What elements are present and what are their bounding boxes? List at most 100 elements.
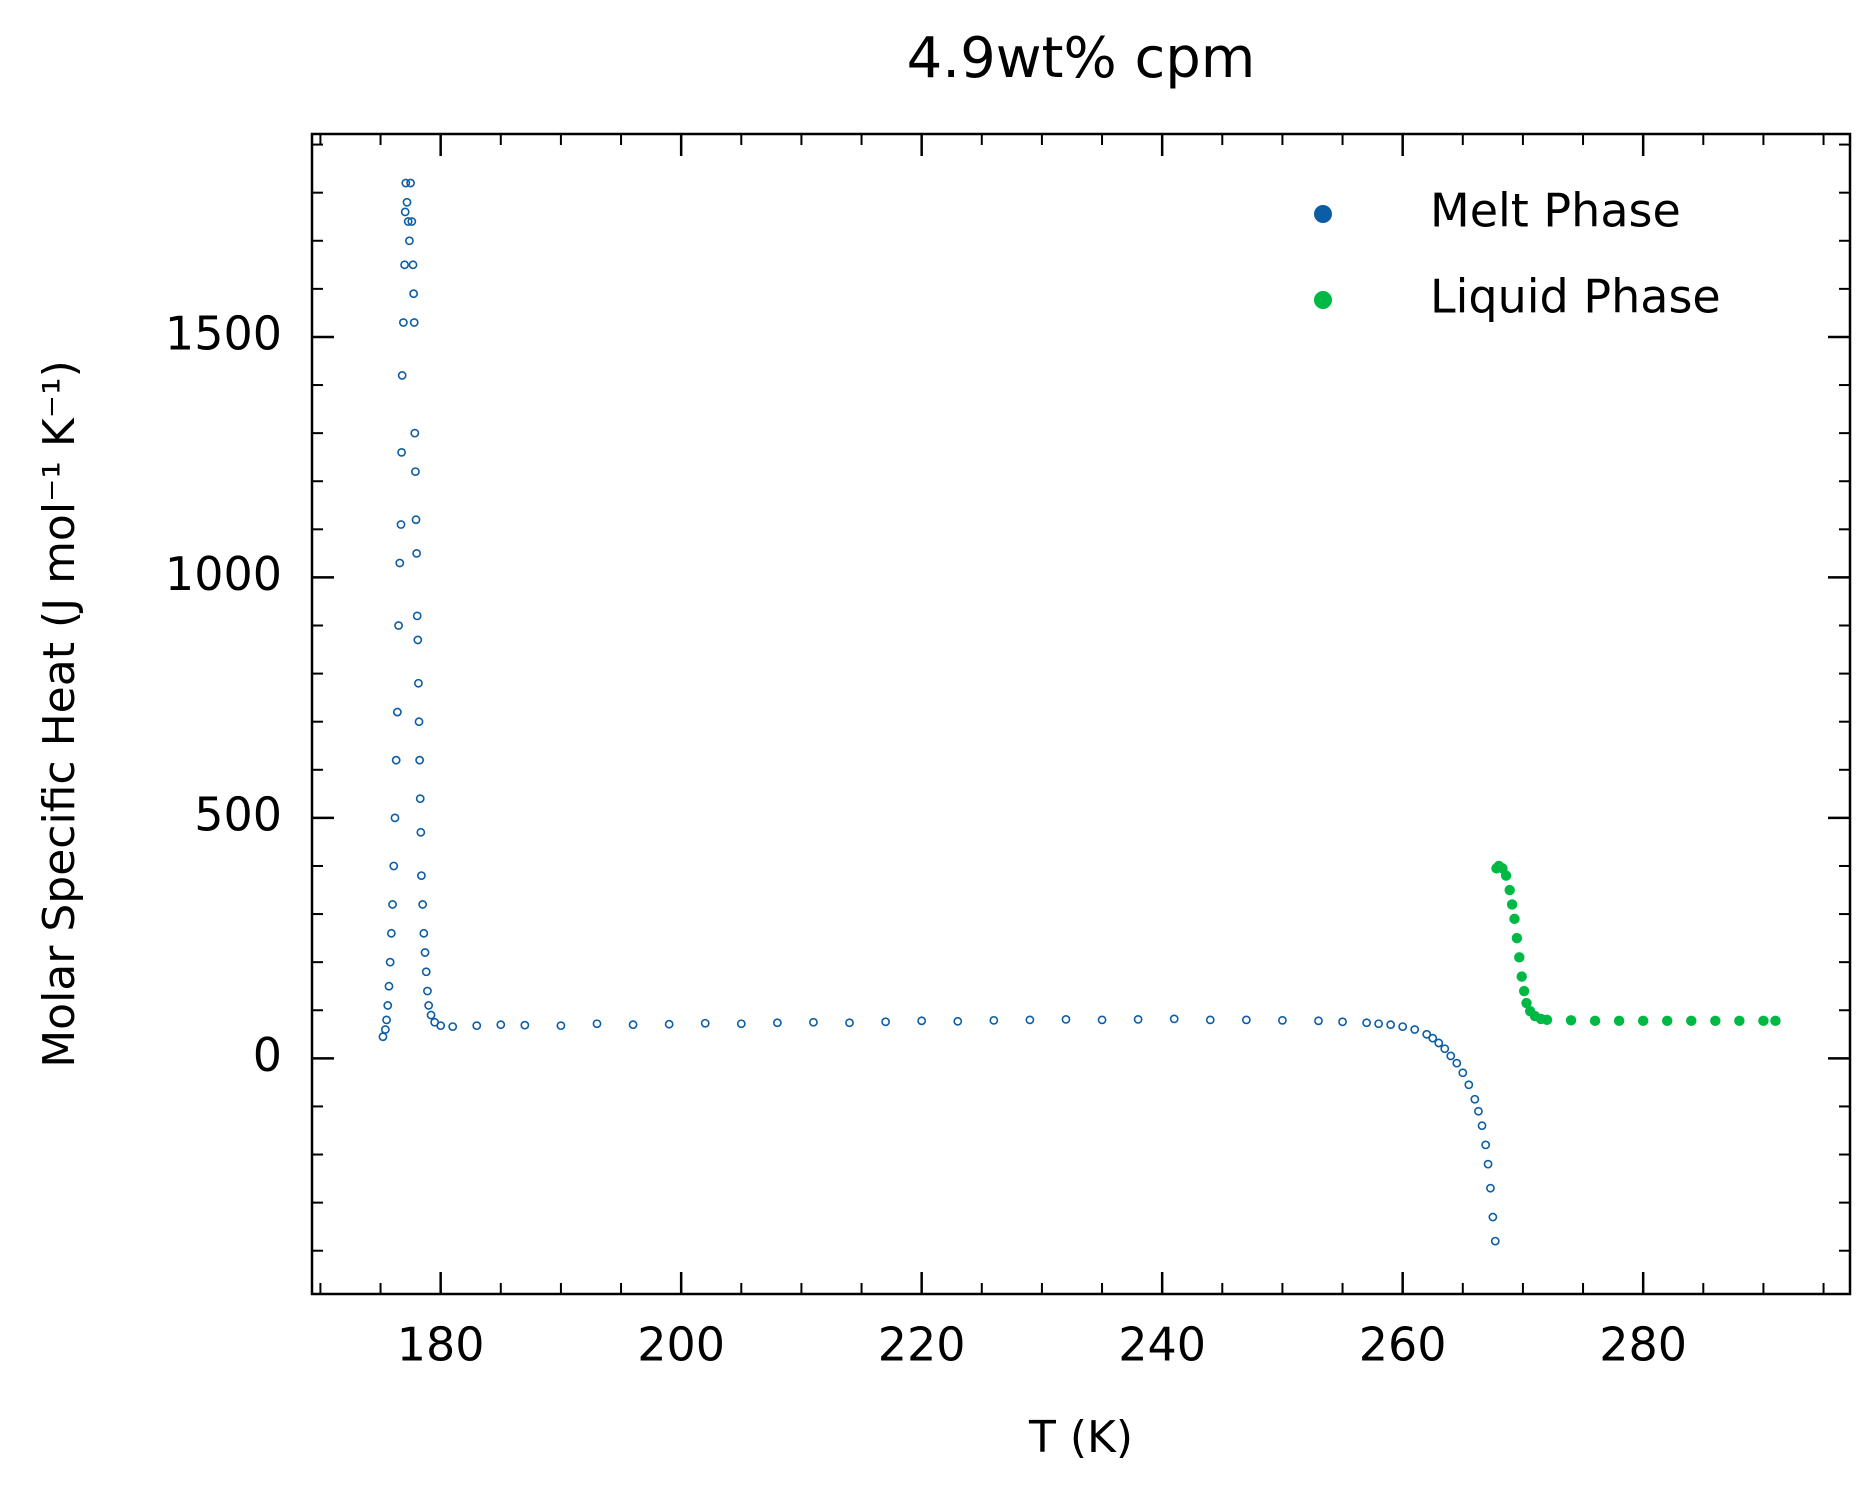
data-point: [1133, 1014, 1143, 1024]
data-point: [1386, 1020, 1396, 1030]
data-point: [397, 447, 406, 457]
data-point: [411, 467, 420, 477]
data-point: [380, 1025, 390, 1034]
data-point: [1518, 985, 1530, 997]
data-point: [394, 621, 403, 630]
data-point: [1509, 913, 1520, 925]
data-point: [400, 260, 409, 270]
data-point: [426, 1010, 436, 1020]
data-point: [419, 928, 429, 938]
data-point: [1440, 1044, 1450, 1054]
data-point: [1061, 1014, 1071, 1024]
data-point: [382, 1015, 391, 1025]
data-point: [390, 813, 400, 823]
data-point: [407, 217, 417, 226]
data-point: [1500, 870, 1512, 881]
data-point: [1374, 1019, 1384, 1029]
data-point: [414, 678, 423, 688]
data-point: [405, 236, 414, 246]
legend-marker: [1314, 291, 1332, 309]
data-point: [384, 981, 394, 991]
data-point: [1241, 1015, 1251, 1025]
data-point: [395, 558, 405, 568]
data-point: [1514, 952, 1525, 963]
data-point: [401, 178, 411, 188]
data-point: [881, 1017, 890, 1027]
y-tick-label: 0: [253, 1028, 282, 1082]
data-point: [1434, 1038, 1444, 1048]
data-point: [418, 900, 428, 909]
legend-marker: [1314, 205, 1332, 223]
data-point: [1734, 1015, 1745, 1027]
data-point: [412, 611, 422, 621]
data-point: [411, 515, 421, 525]
data-point: [772, 1018, 782, 1028]
data-point: [1504, 884, 1515, 896]
data-point: [448, 1022, 458, 1032]
data-point: [385, 957, 395, 967]
data-point: [1474, 1106, 1483, 1116]
data-point: [628, 1020, 638, 1030]
data-point: [664, 1019, 674, 1029]
data-point: [1422, 1029, 1432, 1039]
data-point: [1488, 1212, 1498, 1222]
data-point: [1637, 1015, 1649, 1027]
data-point: [416, 827, 426, 837]
y-axis-label: Molar Specific Heat (J mol⁻¹ K⁻¹): [34, 360, 85, 1068]
data-point: [1511, 932, 1523, 944]
data-point: [809, 1017, 818, 1027]
data-point: [845, 1018, 854, 1028]
data-point: [1565, 1015, 1577, 1026]
data-point: [1770, 1015, 1781, 1027]
data-point: [389, 861, 399, 871]
data-point: [1710, 1015, 1721, 1027]
data-point: [1205, 1015, 1215, 1025]
data-point: [1458, 1068, 1468, 1078]
data-point: [1686, 1015, 1697, 1027]
data-point: [414, 717, 424, 727]
data-point: [1278, 1015, 1287, 1025]
data-point: [1410, 1025, 1420, 1034]
data-point: [989, 1015, 999, 1025]
data-point: [406, 178, 416, 188]
data-point: [409, 289, 419, 299]
x-tick-label: 220: [878, 1318, 966, 1372]
data-point: [496, 1020, 506, 1030]
data-point: [413, 635, 423, 645]
data-point: [1506, 899, 1518, 910]
y-tick-label: 500: [194, 787, 282, 841]
data-point: [421, 967, 431, 977]
data-point: [412, 548, 422, 558]
x-tick-label: 180: [397, 1318, 485, 1372]
data-point: [917, 1016, 927, 1026]
data-point: [1314, 1016, 1323, 1026]
data-point: [1613, 1015, 1625, 1027]
legend-label: Liquid Phase: [1430, 270, 1721, 324]
x-axis-label: T (K): [1028, 1412, 1133, 1463]
data-point: [1589, 1015, 1601, 1027]
data-point: [424, 1001, 434, 1010]
data-point: [400, 207, 410, 217]
data-point: [1338, 1017, 1347, 1027]
data-point: [520, 1020, 530, 1030]
data-point: [1428, 1033, 1438, 1043]
data-point: [388, 900, 397, 909]
data-point: [378, 1032, 388, 1042]
data-point: [1541, 1014, 1553, 1026]
data-point: [1464, 1080, 1474, 1090]
data-point: [472, 1021, 482, 1031]
data-point: [383, 1001, 393, 1010]
data-point: [1446, 1051, 1456, 1061]
x-tick-label: 280: [1599, 1318, 1687, 1372]
data-point: [736, 1019, 746, 1029]
data-point: [1097, 1015, 1107, 1025]
data-point: [391, 755, 401, 765]
data-point: [408, 260, 418, 270]
data-point: [1025, 1015, 1035, 1025]
data-point: [556, 1021, 566, 1031]
data-point: [423, 986, 432, 996]
data-point: [953, 1016, 963, 1026]
data-point: [392, 707, 402, 717]
data-point: [1477, 1121, 1487, 1131]
